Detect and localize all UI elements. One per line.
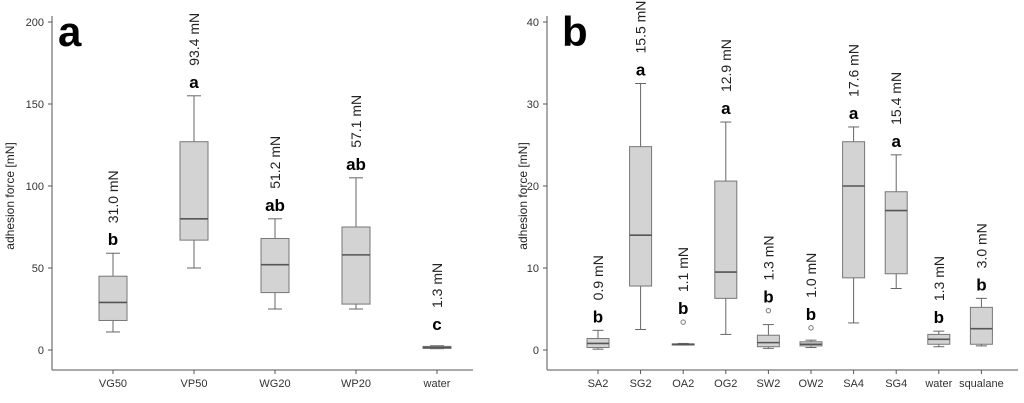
panel-b: b 0 10 20 30 40 adhesion force [mN] SA2 b 0.9 mN S… (516, 1, 1018, 390)
box (98, 275, 128, 321)
box (714, 180, 738, 299)
box (629, 146, 653, 287)
mean-annotation: 51.2 mN (267, 136, 283, 189)
panel-letter: a (58, 8, 82, 55)
significance-group: b (678, 299, 688, 318)
panel-letter: b (562, 8, 588, 55)
outlier-point (680, 319, 686, 325)
mean-annotation: 17.6 mN (846, 44, 862, 97)
y-tick-label: 10 (527, 263, 539, 275)
y-tick-label: 0 (533, 345, 539, 357)
box (969, 306, 993, 345)
mean-annotation: 1.3 mN (931, 256, 947, 301)
x-tick-label: VP50 (181, 378, 208, 390)
significance-group: c (432, 315, 441, 334)
x-tick-label: WG20 (259, 378, 290, 390)
significance-group: ab (346, 155, 366, 174)
significance-group: b (976, 275, 986, 294)
mean-annotation: 93.4 mN (186, 13, 202, 66)
x-tick-label: squalane (959, 378, 1004, 390)
y-tick-label: 50 (32, 263, 44, 275)
significance-group: b (763, 288, 773, 307)
x-tick-label: water (924, 378, 952, 390)
y-tick-label: 0 (38, 345, 44, 357)
panel-a: a 0 50 100 150 200 adhesion force [mN] VG50 b 31.… (3, 8, 473, 390)
y-axis-title: adhesion force [mN] (3, 142, 17, 249)
mean-annotation: 1.0 mN (803, 253, 819, 298)
box (842, 141, 866, 279)
x-tick-label: OG2 (714, 378, 737, 390)
x-tick-label: SG4 (885, 378, 907, 390)
significance-group: b (108, 230, 118, 249)
mean-annotation: 15.5 mN (633, 1, 649, 54)
significance-group: b (806, 305, 816, 324)
significance-group: a (891, 132, 901, 151)
x-tick-label: SW2 (756, 378, 780, 390)
box (341, 226, 371, 305)
outlier-point (808, 325, 814, 331)
x-tick-label: water (423, 378, 451, 390)
box (260, 237, 290, 294)
mean-annotation: 12.9 mN (718, 39, 734, 92)
mean-annotation: 31.0 mN (105, 170, 121, 223)
mean-annotation: 57.1 mN (348, 95, 364, 148)
significance-group: b (934, 308, 944, 327)
outlier-point (765, 307, 772, 314)
y-tick-label: 100 (26, 181, 44, 193)
mean-annotation: 15.4 mN (888, 72, 904, 125)
mean-annotation: 0.9 mN (590, 255, 606, 300)
significance-group: a (849, 104, 859, 123)
y-tick-label: 200 (26, 17, 44, 29)
significance-group: a (636, 61, 646, 80)
mean-annotation: 3.0 mN (973, 223, 989, 268)
box (179, 141, 209, 241)
significance-group: a (189, 73, 199, 92)
significance-group: b (593, 307, 603, 326)
x-tick-label: SA4 (843, 378, 864, 390)
y-tick-label: 20 (527, 181, 539, 193)
x-tick-label: WP20 (341, 378, 371, 390)
box (756, 334, 780, 348)
y-axis-title: adhesion force [mN] (516, 142, 530, 249)
y-tick-label: 150 (26, 99, 44, 111)
x-tick-label: VG50 (99, 378, 127, 390)
x-tick-label: OA2 (672, 378, 694, 390)
mean-annotation: 1.3 mN (429, 263, 445, 308)
y-tick-label: 30 (527, 99, 539, 111)
y-tick-label: 40 (527, 17, 539, 29)
x-tick-label: SA2 (588, 378, 609, 390)
x-tick-label: SG2 (630, 378, 652, 390)
x-tick-label: OW2 (798, 378, 823, 390)
mean-annotation: 1.1 mN (675, 247, 691, 292)
significance-group: a (721, 99, 731, 118)
significance-group: ab (265, 196, 285, 215)
mean-annotation: 1.3 mN (760, 236, 776, 281)
box (884, 191, 908, 275)
